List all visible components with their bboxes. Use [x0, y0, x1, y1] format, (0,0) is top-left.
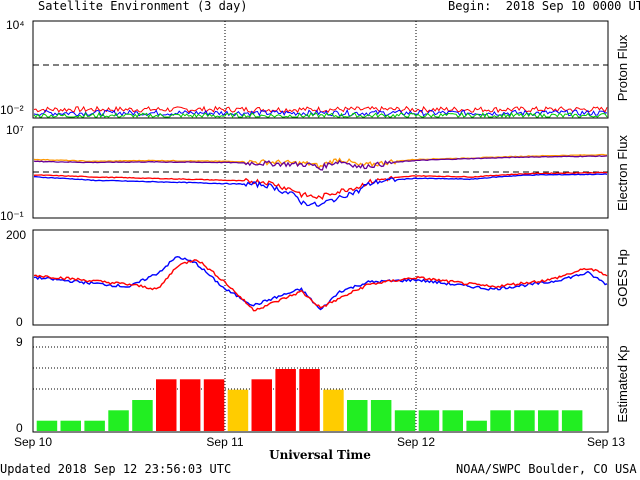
- kp-bar: [466, 420, 487, 431]
- kp-ylabel: Estimated Kp: [615, 345, 630, 422]
- kp-bar: [156, 379, 177, 431]
- kp-bar: [227, 389, 249, 431]
- electron-ytick-top: 10⁷: [6, 123, 24, 137]
- kp-bar: [347, 400, 368, 431]
- kp-bar: [394, 410, 416, 431]
- updated-timestamp: Updated 2018 Sep 12 23:56:03 UTC: [0, 462, 232, 476]
- proton-panel-frame: [32, 20, 609, 119]
- x-axis-label: Universal Time: [269, 448, 371, 462]
- kp-bar: [323, 389, 344, 431]
- proton-ytick-top: 10⁴: [6, 18, 25, 32]
- electron-series-line: [33, 153, 607, 170]
- kp-bar: [179, 379, 201, 431]
- x-tick-sep12: Sep 12: [397, 435, 435, 449]
- x-tick-sep10: Sep 10: [14, 435, 52, 449]
- kp-ytick-top: 9: [16, 335, 23, 349]
- begin-time: Begin: 2018 Sep 10 0000 UTC: [448, 0, 640, 13]
- proton-ytick-bottom: 10⁻²: [0, 103, 24, 117]
- kp-bar: [370, 400, 392, 431]
- electron-ytick-bottom: 10⁻¹: [0, 209, 24, 223]
- kp-bar: [561, 410, 583, 431]
- kp-bar: [442, 410, 463, 431]
- x-tick-sep13: Sep 13: [587, 435, 625, 449]
- hp-ylabel: GOES Hp: [615, 249, 630, 307]
- kp-bar: [132, 400, 153, 431]
- kp-bar: [203, 379, 225, 431]
- hp-series-line: [33, 255, 608, 311]
- kp-bar: [84, 420, 105, 431]
- kp-bar: [251, 379, 272, 431]
- kp-bar: [60, 420, 81, 431]
- proton-ylabel: Proton Flux: [615, 34, 630, 101]
- hp-ytick-top: 200: [6, 228, 26, 242]
- kp-bar: [299, 369, 320, 431]
- x-tick-sep11: Sep 11: [206, 435, 243, 449]
- electron-series-line: [33, 171, 608, 201]
- credit-label: NOAA/SWPC Boulder, CO USA: [456, 462, 637, 476]
- kp-bar: [36, 420, 58, 431]
- proton-series-line: [33, 111, 608, 119]
- kp-bar: [490, 410, 511, 431]
- electron-series-line: [34, 173, 608, 207]
- kp-bar: [514, 410, 535, 431]
- hp-panel-frame: [32, 229, 609, 326]
- kp-ytick-bottom: 0: [16, 421, 23, 435]
- kp-bar: [275, 369, 296, 431]
- electron-ylabel: Electron Flux: [615, 135, 630, 211]
- electron-series-line: [33, 155, 608, 171]
- kp-bar: [538, 410, 559, 431]
- hp-series-line: [33, 259, 608, 312]
- kp-bar: [418, 410, 440, 431]
- kp-panel-frame: [32, 336, 609, 433]
- kp-bar: [108, 410, 129, 431]
- hp-ytick-bottom: 0: [16, 315, 23, 329]
- chart-title: Satellite Environment (3 day): [38, 0, 248, 13]
